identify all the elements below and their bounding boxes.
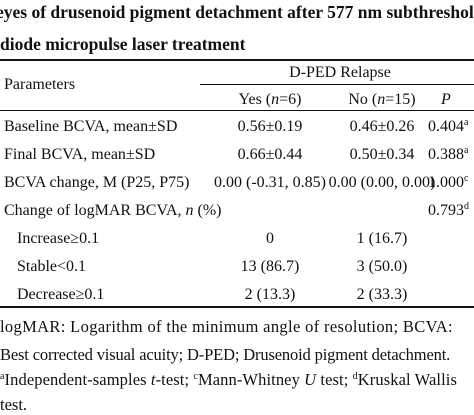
footnote-line-1: logMAR: Logarithm of the minimum angle o… — [0, 317, 453, 336]
row-label: BCVA change, M (P25, P75) — [4, 174, 190, 191]
row-label: Change of logMAR BCVA, n (%) — [4, 202, 222, 219]
footnote-line-2: Best corrected visual acuity; D-PED; Dru… — [0, 345, 451, 364]
row-no-value: 2 (33.3) — [356, 286, 408, 303]
row-p-value: 0.793d — [428, 201, 469, 220]
header-yes: Yes (n=6) — [238, 91, 302, 108]
row-label: Decrease≥0.1 — [17, 286, 105, 303]
row-p-value: 0.404a — [428, 117, 469, 136]
header-rule — [0, 110, 474, 111]
row-p-value: 0.388a — [428, 145, 469, 164]
footnote-line-4: test. — [0, 395, 28, 414]
row-yes-value: 13 (86.7) — [240, 258, 300, 275]
row-no-value: 0.50±0.34 — [349, 146, 415, 163]
table-title-line-1: eyes of drusenoid pigment detachment aft… — [0, 2, 474, 22]
row-label: Baseline BCVA, mean±SD — [4, 118, 178, 135]
row-no-value: 3 (50.0) — [356, 258, 408, 275]
row-p-value: 1.000c — [428, 173, 469, 192]
header-no: No (n=15) — [348, 91, 416, 108]
header-parameters: Parameters — [4, 76, 76, 93]
row-yes-value: 2 (13.3) — [244, 286, 296, 303]
row-yes-value: 0.56±0.19 — [237, 118, 303, 135]
row-yes-value: 0.66±0.44 — [237, 146, 303, 163]
row-no-value: 1 (16.7) — [356, 230, 408, 247]
header-group: D-PED Relapse — [289, 64, 391, 81]
row-label: Increase≥0.1 — [17, 230, 100, 247]
row-no-value: 0.46±0.26 — [349, 118, 415, 135]
footnote-line-3: aIndependent-samples t-test; cMann-Whitn… — [0, 370, 457, 389]
table-title-line-2: diode micropulse laser treatment — [0, 34, 246, 54]
row-label: Final BCVA, mean±SD — [4, 146, 156, 163]
row-yes-value: 0.00 (-0.31, 0.85) — [214, 174, 326, 191]
header-group-rule — [200, 84, 474, 85]
header-p: P — [441, 91, 451, 108]
row-yes-value: 0 — [266, 230, 274, 247]
top-rule — [0, 59, 474, 61]
row-no-value: 0.00 (0.00, 0.00) — [328, 174, 436, 191]
bottom-rule — [0, 306, 474, 308]
row-label: Stable<0.1 — [17, 258, 87, 275]
